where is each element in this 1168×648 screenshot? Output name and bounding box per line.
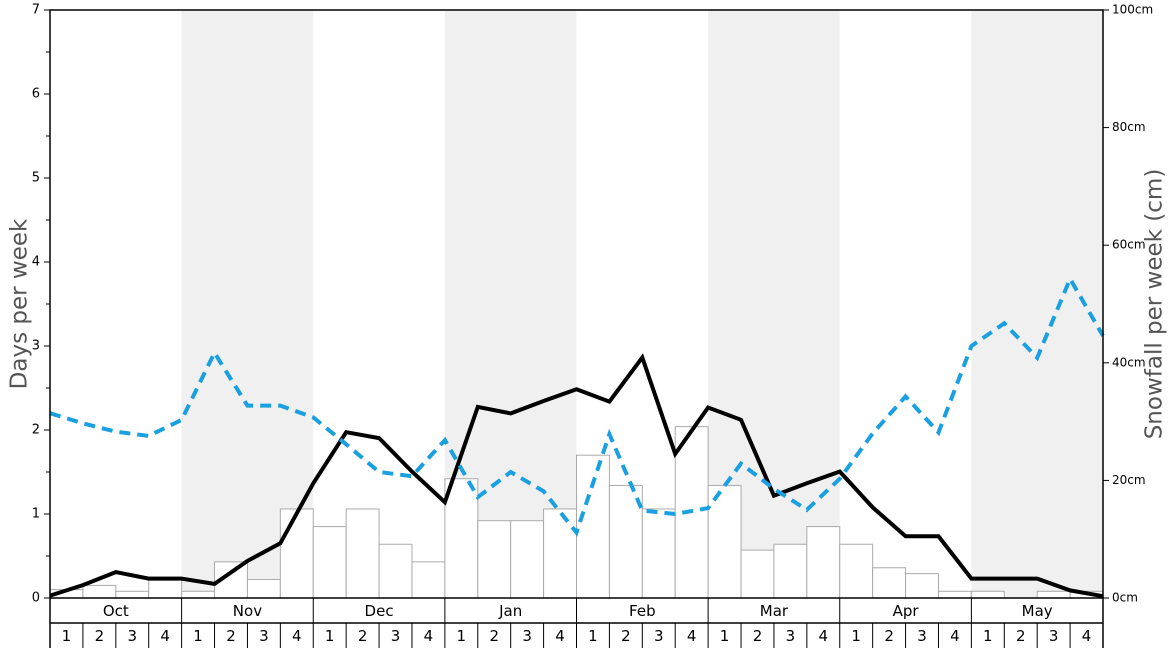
days-bar: [115, 590, 150, 599]
days-bar: [411, 561, 446, 599]
week-label: 1: [62, 627, 72, 645]
week-label: 3: [391, 627, 401, 645]
days-bar: [740, 549, 775, 599]
y2-tick-label: 40cm: [1112, 355, 1146, 369]
days-bar: [477, 520, 512, 599]
chart-lines: [49, 274, 1105, 599]
week-label: 2: [1016, 627, 1026, 645]
month-shading: [181, 10, 1103, 598]
y-tick-label: 1: [32, 507, 40, 522]
days-bar: [905, 573, 939, 599]
week-label: 2: [95, 627, 105, 645]
week-label: 2: [489, 627, 499, 645]
days-bar: [641, 508, 676, 599]
y2-tick-label: 100cm: [1112, 3, 1153, 17]
month-shade-nov: [181, 10, 314, 598]
days-bar: [773, 543, 808, 599]
week-label: 1: [193, 627, 203, 645]
month-shade-may: [971, 10, 1103, 598]
week-label: 2: [753, 627, 763, 645]
days-bar: [839, 543, 874, 599]
y2-tick-label: 20cm: [1112, 473, 1146, 487]
week-label: 3: [917, 627, 927, 645]
week-label: 4: [424, 627, 434, 645]
week-label: 4: [160, 627, 170, 645]
week-label: 2: [358, 627, 368, 645]
month-label: Jan: [498, 602, 522, 620]
week-label: 4: [292, 627, 302, 645]
week-label: 3: [786, 627, 796, 645]
snowfall-line: [49, 353, 1104, 599]
week-label: 3: [1049, 627, 1059, 645]
days-bar: [82, 584, 117, 599]
week-label: 3: [654, 627, 664, 645]
days-bar: [543, 508, 577, 599]
days-bar: [246, 579, 281, 599]
week-label: 1: [851, 627, 861, 645]
week-label: 2: [884, 627, 894, 645]
month-label: Apr: [893, 602, 920, 620]
week-label: 1: [983, 627, 993, 645]
y2-axis-title: Snowfall per week (cm): [1142, 169, 1168, 440]
y-tick-label: 2: [32, 423, 40, 438]
days-bar: [1036, 590, 1071, 599]
days-bar: [345, 508, 380, 599]
month-axis: Oct 1 2 3 4 Nov 1 2 3 4 Dec 1 2 3 4 Jan 1 2 3 4 Feb 1 2 3 4 Mar 1 2…: [49, 598, 1104, 648]
days-bar: [970, 590, 1005, 599]
week-label: 1: [325, 627, 335, 645]
week-label: 4: [687, 627, 697, 645]
y-tick-label: 3: [32, 339, 40, 354]
y-tick-label: 4: [32, 255, 40, 270]
week-label: 4: [555, 627, 565, 645]
y-tick-label: 0: [32, 591, 40, 606]
week-label: 1: [457, 627, 467, 645]
days-bar: [937, 590, 972, 599]
days-bar: [181, 590, 216, 599]
days-bar: [279, 508, 314, 599]
month-label: May: [1022, 602, 1053, 620]
days-bar: [707, 484, 742, 599]
days-bar: [444, 478, 479, 599]
month-label: Mar: [760, 602, 789, 620]
y2-tick-label: 0cm: [1112, 591, 1138, 605]
month-label: Nov: [233, 602, 262, 620]
days-bar: [806, 526, 841, 599]
week-label: 3: [127, 627, 137, 645]
right-axis: 0cm 20cm 40cm 60cm 80cm 100cm: [1103, 3, 1153, 605]
month-label: Oct: [103, 602, 129, 620]
week-label: 4: [819, 627, 829, 645]
days-bar: [312, 526, 347, 599]
week-label: 1: [588, 627, 598, 645]
week-label: 3: [259, 627, 269, 645]
snow-days-line: [49, 274, 1105, 537]
week-label: 4: [1082, 627, 1092, 645]
month-label: Dec: [365, 602, 394, 620]
month-label: Feb: [629, 602, 656, 620]
week-label: 2: [621, 627, 631, 645]
y-tick-label: 6: [32, 87, 40, 102]
y2-tick-label: 80cm: [1112, 120, 1146, 134]
days-bar: [576, 454, 610, 599]
y-axis-title: Days per week: [7, 218, 33, 389]
days-bar: [872, 567, 907, 599]
days-bar: [378, 543, 413, 599]
week-label: 2: [226, 627, 236, 645]
y2-tick-label: 60cm: [1112, 238, 1146, 252]
days-bar: [608, 484, 643, 599]
week-label: 3: [522, 627, 532, 645]
days-bar: [510, 520, 545, 599]
week-label: 4: [950, 627, 960, 645]
week-label: 1: [720, 627, 730, 645]
y-tick-label: 7: [32, 3, 40, 18]
left-axis: 0 1 2 3 4 5 6 7: [32, 3, 50, 606]
y-tick-label: 5: [32, 171, 40, 186]
